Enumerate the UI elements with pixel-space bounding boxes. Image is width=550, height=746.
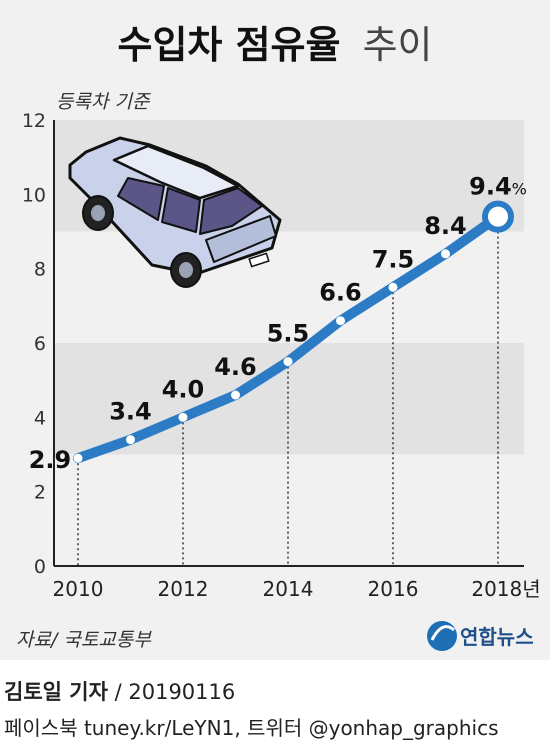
value-label-0: 2.9 [29,446,72,474]
x-tick-label-0: 2010 [53,577,104,601]
car-icon [68,136,282,288]
x-tick-label-2: 2014 [263,577,314,601]
reporter-name: 김토일 기자 [4,680,108,704]
y-tick-label-6: 12 [22,110,46,132]
data-point-6 [388,282,398,292]
y-tick-label-0: 0 [34,556,46,578]
value-label-4: 5.5 [267,320,310,348]
source-text: 자료/ 국토교통부 [16,629,152,651]
y-tick-label-2: 4 [34,407,46,429]
logo-icon [427,621,457,651]
value-unit: % [512,180,527,199]
chart-canvas: 0 2 4 6 8 10 12 2010 2012 2014 2016 2018년 2.9 3.4 4.… [16,23,541,651]
x-tick-label-1: 2012 [158,577,209,601]
y-tick-label-1: 2 [34,482,46,504]
y-tick-label-4: 8 [34,259,46,281]
data-point-3 [231,390,240,400]
data-point-1 [126,435,135,445]
credit-area: 김토일 기자 / 20190116 페이스북 tuney.kr/LeYN1, 트… [0,660,550,746]
data-point-5 [336,316,345,326]
x-tick-label-3: 2016 [368,577,419,601]
value-label-6: 7.5 [372,245,415,273]
value-label-1: 3.4 [109,398,152,426]
logo-text: 연합뉴스 [460,625,534,649]
social-line: 페이스북 tuney.kr/LeYN1, 트위터 @yonhap_graphic… [4,716,499,740]
data-point-2 [178,412,188,422]
data-point-7 [441,249,450,259]
reporter-line: 김토일 기자 / 20190116 [4,676,235,706]
value-label-5: 6.6 [319,279,362,307]
chart-title: 수입차 점유율 추이 [117,23,432,67]
data-point-4 [283,357,293,367]
x-tick-label-4: 2018년 [471,577,540,601]
value-label-2: 4.0 [162,375,205,403]
y-tick-label-3: 6 [34,333,46,355]
credit-date: 20190116 [128,680,236,704]
y-tick-label-5: 10 [22,184,46,206]
yonhap-logo: 연합뉴스 [427,621,534,651]
infographic: 0 2 4 6 8 10 12 2010 2012 2014 2016 2018년 2.9 3.4 4.… [0,0,550,660]
data-point-8 [482,200,514,233]
value-label-7: 8.4 [424,212,467,240]
chart-note: 등록차 기준 [56,91,151,113]
data-point-0 [73,453,83,463]
value-label-3: 4.6 [214,353,257,381]
credit-separator: / [107,680,129,704]
